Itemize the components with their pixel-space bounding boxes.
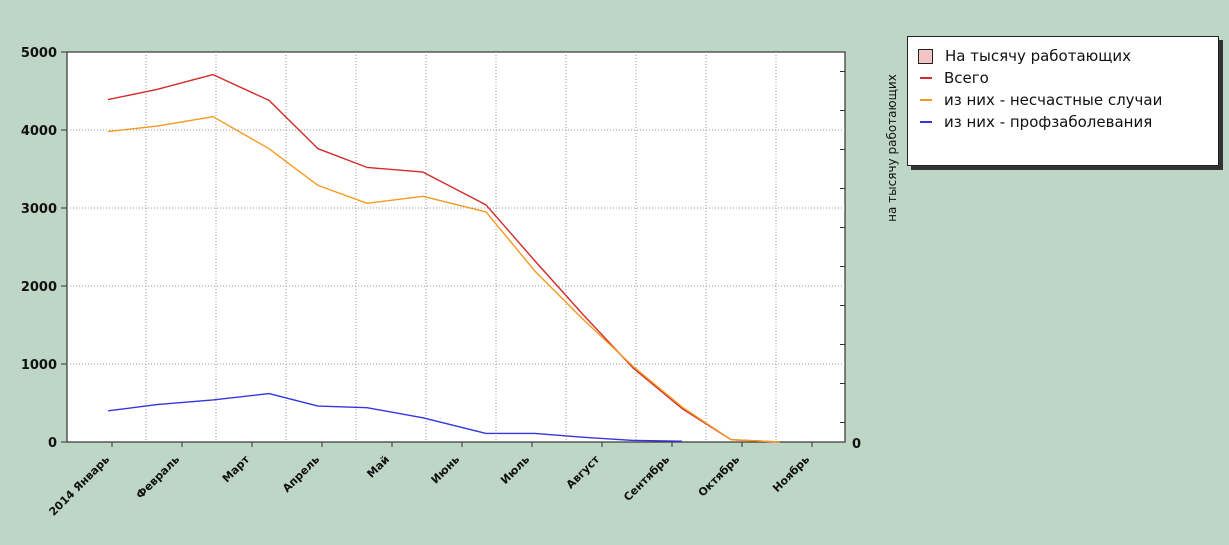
y-tick-label: 2000 [21, 280, 57, 295]
legend-item-label: из них - профзаболевания [944, 113, 1153, 131]
legend-item-diseases: из них - профзаболевания [918, 111, 1208, 133]
y-tick-label: 1000 [21, 358, 57, 373]
y2-axis-label: на тысячу работающих [885, 74, 899, 222]
x-tick-label: Май [364, 453, 392, 481]
y-axis: 0 1000 2000 3000 4000 5000 [21, 46, 845, 451]
x-tick-label: 2014 Январь [47, 453, 113, 519]
x-tick-label: Сентябрь [621, 453, 672, 504]
legend-item-label: Всего [944, 69, 989, 87]
legend-swatch-icon [918, 48, 933, 64]
legend-line-icon [920, 121, 932, 123]
grid [67, 52, 845, 442]
y-tick-label: 5000 [21, 46, 57, 61]
legend-item-accidents: из них - несчастные случаи [918, 89, 1208, 111]
series-line-2 [107, 115, 781, 443]
x-tick-label: Октябрь [696, 453, 743, 500]
y-tick-label: 4000 [21, 124, 57, 139]
legend-item-total: Всего [918, 67, 1208, 89]
legend: На тысячу работающих Всего из них - несч… [907, 36, 1219, 166]
series-line-1 [107, 73, 781, 443]
legend-item-label: из них - несчастные случаи [944, 91, 1163, 109]
series-group [107, 73, 781, 443]
legend-title-row: На тысячу работающих [918, 45, 1208, 67]
y-tick-label: 3000 [21, 202, 57, 217]
x-tick-label: Август [564, 452, 603, 491]
x-tick-label: Июль [498, 453, 532, 487]
x-tick-label: Апрель [280, 453, 322, 495]
x-tick-label: Ноябрь [770, 453, 812, 495]
series-line-3 [107, 392, 683, 442]
legend-line-icon [920, 99, 932, 101]
x-tick-label: Февраль [134, 453, 183, 502]
legend-title: На тысячу работающих [945, 47, 1132, 65]
legend-line-icon [920, 77, 932, 79]
plot-area [66, 51, 846, 443]
x-axis: 2014 Январь Февраль Март Апрель Май Июнь Июль А… [47, 442, 813, 519]
y-tick-label: 0 [48, 436, 57, 451]
x-tick-label: Июнь [429, 453, 463, 487]
y2-tick-label-0: 0 [852, 437, 861, 452]
x-tick-label: Март [220, 452, 253, 485]
